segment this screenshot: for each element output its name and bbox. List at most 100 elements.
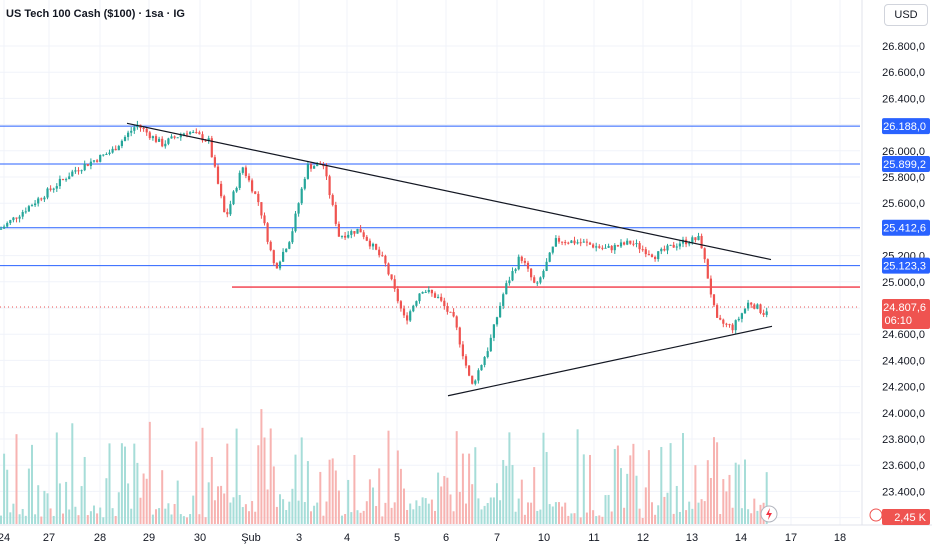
- volume-bar: [279, 494, 281, 524]
- volume-bar: [545, 452, 548, 524]
- volume-bar: [176, 480, 179, 524]
- candle-body: [176, 137, 179, 139]
- candle-body: [316, 163, 319, 167]
- volume-bar: [229, 502, 232, 524]
- volume-bar: [753, 498, 756, 524]
- candle-body: [678, 243, 681, 247]
- candle-body: [359, 228, 362, 233]
- price-tick-label: 26.400,0: [882, 93, 925, 105]
- volume-bar: [210, 456, 213, 524]
- candle-body: [192, 132, 195, 134]
- level-price-badge: [882, 219, 930, 236]
- candle-body: [712, 294, 716, 306]
- candle-body: [213, 157, 216, 167]
- candle-body: [598, 246, 601, 248]
- candle-body: [306, 164, 309, 179]
- volume-bar: [539, 509, 542, 524]
- volume-bar: [207, 482, 210, 524]
- candle-body: [83, 163, 86, 171]
- candle-body: [433, 293, 437, 298]
- volume-bar: [455, 431, 458, 524]
- volume-bar: [341, 515, 343, 524]
- candle-body: [3, 226, 6, 229]
- levels-layer[interactable]: [0, 125, 860, 308]
- volume-bar: [356, 510, 359, 524]
- candle-body: [340, 235, 344, 237]
- volume-bar: [570, 513, 573, 524]
- volume-bar: [65, 481, 68, 524]
- volume-bar: [635, 475, 638, 524]
- volume-bar: [527, 502, 529, 524]
- volume-bar: [381, 516, 384, 524]
- volume-bar: [387, 430, 390, 524]
- candle-body: [375, 243, 378, 250]
- candle-body: [161, 138, 164, 147]
- candle-body: [325, 166, 328, 177]
- candle-body: [24, 211, 27, 213]
- volume-bar: [117, 492, 120, 524]
- volume-bar: [756, 510, 759, 524]
- volume-bar: [120, 443, 123, 524]
- price-tick-label: 26.000,0: [882, 146, 925, 158]
- volume-bar: [551, 506, 554, 524]
- volume-bar: [182, 516, 185, 524]
- volume-bar: [102, 517, 105, 524]
- candle-body: [427, 289, 430, 292]
- candle-body: [530, 268, 533, 278]
- candle-body: [232, 191, 235, 205]
- candle-body: [111, 148, 114, 153]
- volume-bar: [641, 517, 644, 524]
- lightning-icon[interactable]: [760, 505, 778, 523]
- volume-bar: [573, 513, 576, 524]
- candle-body: [235, 187, 238, 192]
- volume-bar: [96, 513, 99, 524]
- price-axis[interactable]: 26.800,026.600,026.400,026.200,026.000,0…: [861, 0, 932, 550]
- volume-bar: [18, 514, 21, 524]
- volume-layer: [0, 409, 768, 524]
- candle-body: [158, 138, 161, 142]
- candle-body: [691, 237, 694, 244]
- volume-bar: [759, 504, 762, 524]
- price-badges: 26.188,0 25.899,2 25.412,6 25.123,3 24.807,6…: [869, 118, 930, 525]
- volume-bar: [269, 428, 272, 524]
- candle-body: [0, 228, 3, 230]
- currency-selector-button[interactable]: USD: [884, 4, 928, 26]
- volume-bar: [195, 441, 198, 524]
- candle-body: [675, 246, 678, 248]
- candle-body: [464, 356, 468, 366]
- volume-bar: [508, 432, 511, 524]
- volume-bar: [613, 449, 616, 524]
- volume-bar: [362, 510, 365, 524]
- time-tick-label: 24: [0, 532, 10, 544]
- volume-bar: [461, 453, 464, 524]
- level-price-badge: [882, 118, 930, 135]
- candle-body: [446, 306, 449, 312]
- volume-bar: [700, 499, 703, 524]
- volume-bar: [375, 506, 378, 524]
- candle-body: [89, 161, 92, 166]
- volume-bar: [651, 502, 653, 524]
- volume-bar: [350, 512, 353, 524]
- candle-body: [170, 136, 173, 139]
- candle-body: [511, 271, 514, 281]
- candle-body: [251, 180, 254, 192]
- candle-body: [706, 259, 709, 279]
- price-tick-label: 26.800,0: [882, 41, 925, 53]
- volume-bar: [403, 488, 405, 524]
- candle-body: [588, 242, 592, 245]
- candle-body: [480, 364, 483, 371]
- trendlines-layer[interactable]: [126, 122, 773, 397]
- time-axis[interactable]: 24 27 28 29 30 Şub 3 4 5 6 7 10 11 12 13 14 17 18: [0, 524, 932, 544]
- candle-body: [477, 370, 480, 381]
- candle-body: [127, 132, 130, 137]
- price-tick-label: 24.400,0: [882, 355, 925, 367]
- volume-bar: [567, 515, 570, 524]
- volume-bar: [731, 507, 734, 524]
- volume-bar: [604, 495, 607, 524]
- candle-body: [108, 152, 111, 155]
- candle-body: [285, 248, 288, 252]
- volume-bar: [554, 502, 557, 524]
- candle-body: [68, 176, 71, 180]
- volume-bar: [217, 486, 219, 524]
